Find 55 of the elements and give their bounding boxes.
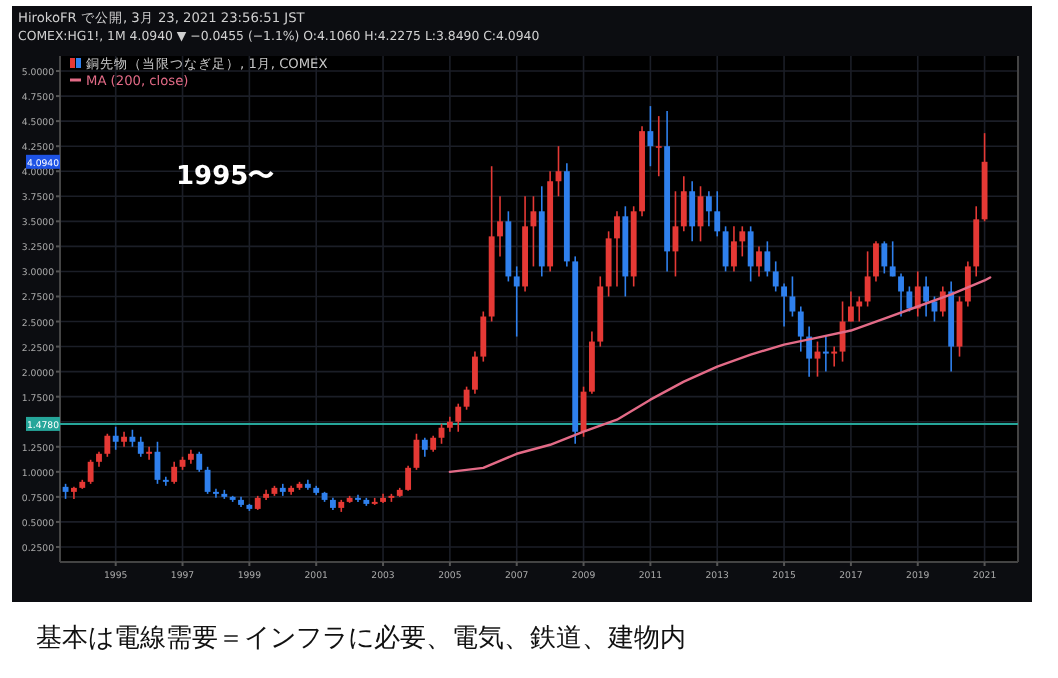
candlestick — [171, 461, 178, 485]
line-series — [448, 276, 992, 474]
candlestick — [856, 295, 863, 323]
candlestick — [772, 260, 779, 293]
candlestick — [146, 445, 153, 461]
candlestick — [973, 205, 980, 278]
candlestick — [789, 275, 796, 318]
candlestick — [112, 425, 119, 451]
candlestick — [87, 459, 94, 485]
candlestick — [764, 240, 771, 278]
candlestick — [421, 436, 428, 458]
candlestick — [964, 260, 971, 308]
candlestick — [864, 250, 871, 308]
candlestick — [405, 465, 412, 492]
candlestick — [647, 105, 654, 168]
candlestick — [747, 225, 754, 283]
candlestick — [731, 225, 737, 273]
candlestick — [213, 488, 219, 499]
candlestick — [614, 210, 620, 288]
candlestick — [822, 335, 829, 373]
candlestick — [906, 285, 913, 313]
candlestick — [104, 432, 111, 458]
candlestick — [714, 190, 721, 238]
candlestick — [137, 435, 144, 458]
candlestick — [739, 225, 746, 258]
candlestick — [204, 466, 211, 495]
candlestick — [923, 275, 930, 318]
candlestick — [914, 270, 921, 318]
candlestick — [847, 290, 854, 323]
candlestick — [497, 195, 503, 258]
candlestick — [939, 285, 946, 318]
candlestick — [781, 282, 787, 328]
candlestick — [655, 115, 662, 178]
text: 基本は電線需要＝インフラに必要、電気、鉄道、建物内 — [36, 624, 686, 654]
candlestick — [898, 272, 904, 318]
candlestick — [797, 305, 804, 353]
candlestick — [355, 494, 361, 503]
candlestick — [889, 240, 896, 278]
candlestick — [162, 476, 169, 487]
candlestick — [689, 180, 696, 243]
candlestick — [705, 190, 712, 228]
candlestick — [463, 385, 470, 411]
candlestick — [480, 310, 487, 363]
candlestick — [881, 240, 888, 275]
candlestick — [472, 350, 478, 395]
annotation: 1995〜 — [176, 162, 275, 192]
candlestick — [455, 402, 462, 433]
candlestick — [513, 265, 520, 338]
candlestick — [722, 225, 729, 273]
candlestick — [873, 240, 879, 283]
candlestick — [831, 345, 838, 368]
candlestick — [196, 450, 203, 473]
candlestick — [806, 325, 813, 378]
candlestick — [756, 245, 762, 278]
candlestick — [680, 175, 687, 233]
